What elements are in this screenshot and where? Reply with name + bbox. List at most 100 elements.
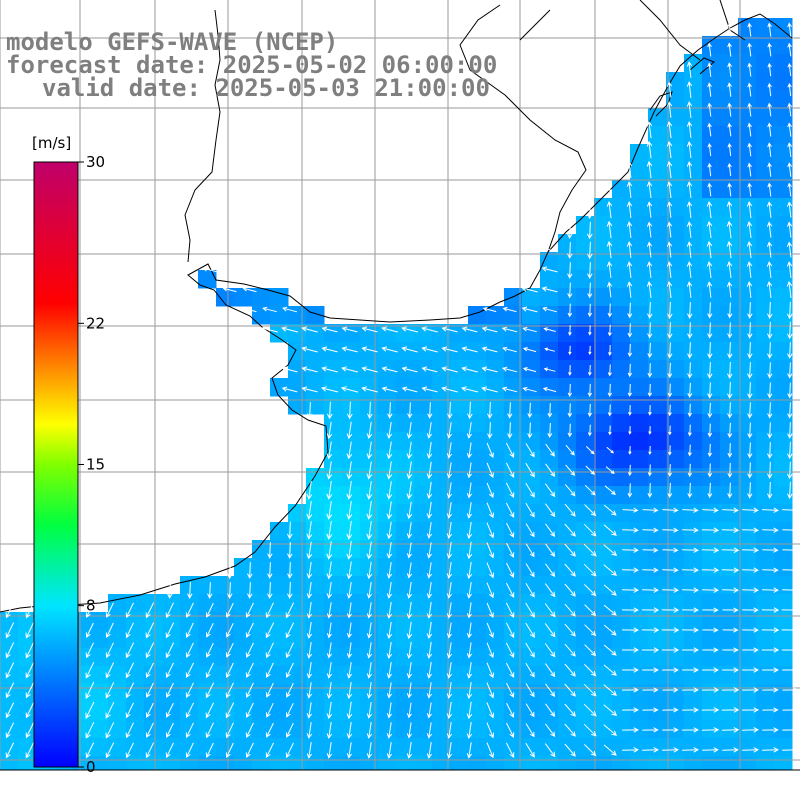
wind-speed-cell [432,576,451,595]
wind-speed-cell [414,486,433,505]
wind-speed-cell [198,576,217,595]
wind-speed-cell [576,450,595,469]
wind-speed-cell [630,702,649,721]
wind-speed-cell [648,324,667,343]
wind-speed-cell [720,522,739,541]
wind-speed-cell [414,504,433,523]
wind-arrow [727,443,733,458]
wind-speed-cell [684,540,703,559]
wind-arrow [603,744,617,756]
wind-arrow [787,321,793,340]
wind-speed-cell [108,774,127,793]
wind-arrow [306,662,313,679]
wind-speed-cell [774,612,793,631]
wind-arrow [626,241,633,258]
wind-arrow [742,667,759,673]
wind-arrow [786,201,793,218]
wind-speed-cell [720,540,739,559]
wind-arrow [662,507,679,513]
wind-arrow [521,286,538,293]
wind-speed-cell [738,288,757,307]
wind-speed-cell [324,450,343,469]
wind-speed-cell [666,378,685,397]
wind-arrow [525,503,535,518]
wind-arrow [502,306,517,313]
wind-arrow [25,622,35,639]
wind-speed-cell [450,558,469,577]
wind-arrow [747,362,753,379]
wind-speed-cell [378,450,397,469]
wind-arrow [786,461,793,480]
wind-speed-cell [756,666,775,685]
wind-arrow [525,482,535,498]
wind-arrow [767,382,773,399]
wind-speed-cell [450,450,469,469]
wind-speed-cell [342,612,361,631]
wind-arrow [426,722,433,739]
lat-lon-grid [0,0,800,770]
wind-arrow [721,567,740,573]
wind-speed-cell [684,270,703,289]
wind-arrow [387,402,393,419]
wind-speed-cell [108,612,127,631]
wind-arrow [242,306,257,313]
wind-speed-cell [738,630,757,649]
wind-speed-cell [414,324,433,343]
wind-arrow [606,181,613,198]
wind-arrow [505,622,515,639]
wind-arrow [727,381,733,400]
wind-arrow [346,662,353,679]
wind-arrow [466,502,473,519]
wind-speed-cell [756,774,775,793]
wind-speed-cell [342,756,361,770]
wind-arrow [707,443,713,458]
wind-speed-cell [720,288,739,307]
wind-speed-cell [540,396,559,415]
wind-speed-cell [522,558,541,577]
wind-speed-cell [396,648,415,667]
wind-arrow [366,501,373,520]
wind-speed-cell [432,414,451,433]
wind-speed-cell [612,630,631,649]
wind-speed-cell [612,684,631,703]
wind-speed-cell [684,162,703,181]
wind-arrow [787,102,792,117]
wind-speed-cell [576,702,595,721]
wind-speed-cell [648,342,667,361]
wind-arrow [787,422,793,439]
wind-arrow [628,446,632,455]
wind-arrow [702,627,719,633]
wind-arrow [406,481,413,500]
wind-arrow [701,727,720,733]
wind-speed-cell [486,486,505,505]
wind-arrow [25,642,35,659]
wind-arrow [544,663,556,678]
wind-arrow [386,461,393,480]
wind-arrow [125,642,135,659]
wind-speed-cell [252,738,271,757]
wind-arrow [386,521,393,540]
wind-arrow [326,582,333,599]
wind-arrow [505,742,515,759]
wind-arrow [366,702,373,719]
wind-arrow [626,181,633,198]
wind-speed-cell [522,738,541,757]
wind-speed-cell [360,360,379,379]
wind-speed-cell [432,666,451,685]
wind-speed-cell [594,540,613,559]
wind-speed-cell [630,198,649,217]
wind-arrow [587,262,593,279]
wind-speed-cell [684,576,703,595]
wind-arrow [547,403,553,418]
wind-speed-cell [684,198,703,217]
wind-speed-cell [468,558,487,577]
wind-speed-cell [648,216,667,235]
wind-speed-cell [486,684,505,703]
wind-arrow [227,561,233,580]
wind-arrow [85,681,95,699]
wind-arrow [767,461,773,480]
wind-speed-cell [612,450,631,469]
wind-speed-cell [648,486,667,505]
wind-speed-cell [774,18,793,37]
wind-arrow [727,142,732,157]
